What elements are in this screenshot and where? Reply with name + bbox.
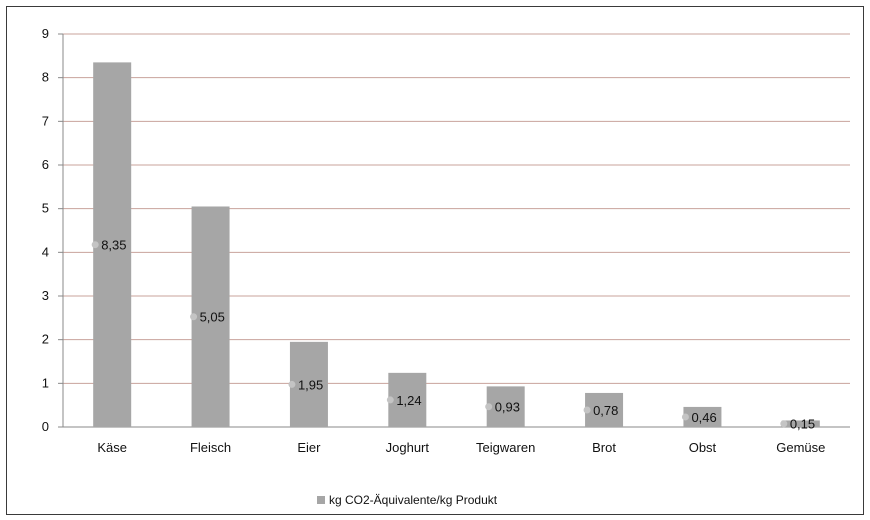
- data-label: 0,15: [790, 417, 815, 432]
- data-label: 0,93: [495, 400, 520, 415]
- chart-frame: 0 1 2 3 4 5 6 7 8 9 8,35 5,05 1,95 1,24 0,93 0,78 0,46 0…: [6, 6, 864, 515]
- legend: kg CO2-Äquivalente/kg Produkt: [317, 493, 498, 507]
- data-label: 5,05: [200, 310, 225, 325]
- x-category-label: Obst: [689, 440, 717, 455]
- gridlines: [58, 33, 850, 428]
- x-category-label: Fleisch: [190, 440, 231, 455]
- y-tick-label: 0: [42, 419, 49, 434]
- bar: [486, 386, 525, 427]
- x-category-label: Joghurt: [386, 440, 430, 455]
- bar: [585, 392, 624, 427]
- x-axis-categories: Käse Fleisch Eier Joghurt Teigwaren Brot Obst G…: [97, 440, 825, 455]
- bar-chart: 0 1 2 3 4 5 6 7 8 9 8,35 5,05 1,95 1,24 0,93 0,78 0,46 0…: [42, 26, 850, 507]
- data-label-marker: [681, 413, 689, 421]
- data-labels: 8,35 5,05 1,95 1,24 0,93 0,78 0,46 0,15: [91, 238, 815, 432]
- bar: [93, 62, 132, 428]
- data-label: 8,35: [101, 238, 126, 253]
- y-tick-label: 2: [42, 332, 49, 347]
- x-category-label: Käse: [97, 440, 127, 455]
- data-label: 0,46: [691, 410, 716, 425]
- data-label-marker: [288, 380, 296, 388]
- y-tick-label: 6: [42, 157, 49, 172]
- y-tick-label: 5: [42, 201, 49, 216]
- data-label-marker: [485, 403, 493, 411]
- y-tick-label: 3: [42, 288, 49, 303]
- bars: [93, 62, 820, 428]
- data-label-marker: [190, 313, 198, 321]
- y-tick-label: 1: [42, 375, 49, 390]
- x-category-label: Teigwaren: [476, 440, 535, 455]
- bar: [683, 406, 722, 427]
- data-label: 1,95: [298, 377, 323, 392]
- y-axis-ticks: 0 1 2 3 4 5 6 7 8 9: [42, 26, 49, 434]
- legend-swatch: [317, 496, 325, 504]
- bar: [781, 420, 820, 427]
- y-tick-label: 9: [42, 26, 49, 41]
- data-label: 0,78: [593, 403, 618, 418]
- data-label-marker: [91, 241, 99, 249]
- x-category-label: Gemüse: [776, 440, 825, 455]
- legend-label: kg CO2-Äquivalente/kg Produkt: [329, 493, 498, 507]
- bar: [289, 341, 328, 427]
- x-category-label: Eier: [297, 440, 321, 455]
- y-tick-label: 8: [42, 70, 49, 85]
- x-category-label: Brot: [592, 440, 616, 455]
- data-label: 1,24: [396, 393, 421, 408]
- bar: [388, 372, 427, 427]
- y-tick-label: 4: [42, 244, 49, 259]
- data-label-marker: [386, 396, 394, 404]
- data-label-marker: [583, 406, 591, 414]
- data-label-marker: [780, 420, 788, 428]
- y-tick-label: 7: [42, 113, 49, 128]
- bar: [191, 206, 230, 427]
